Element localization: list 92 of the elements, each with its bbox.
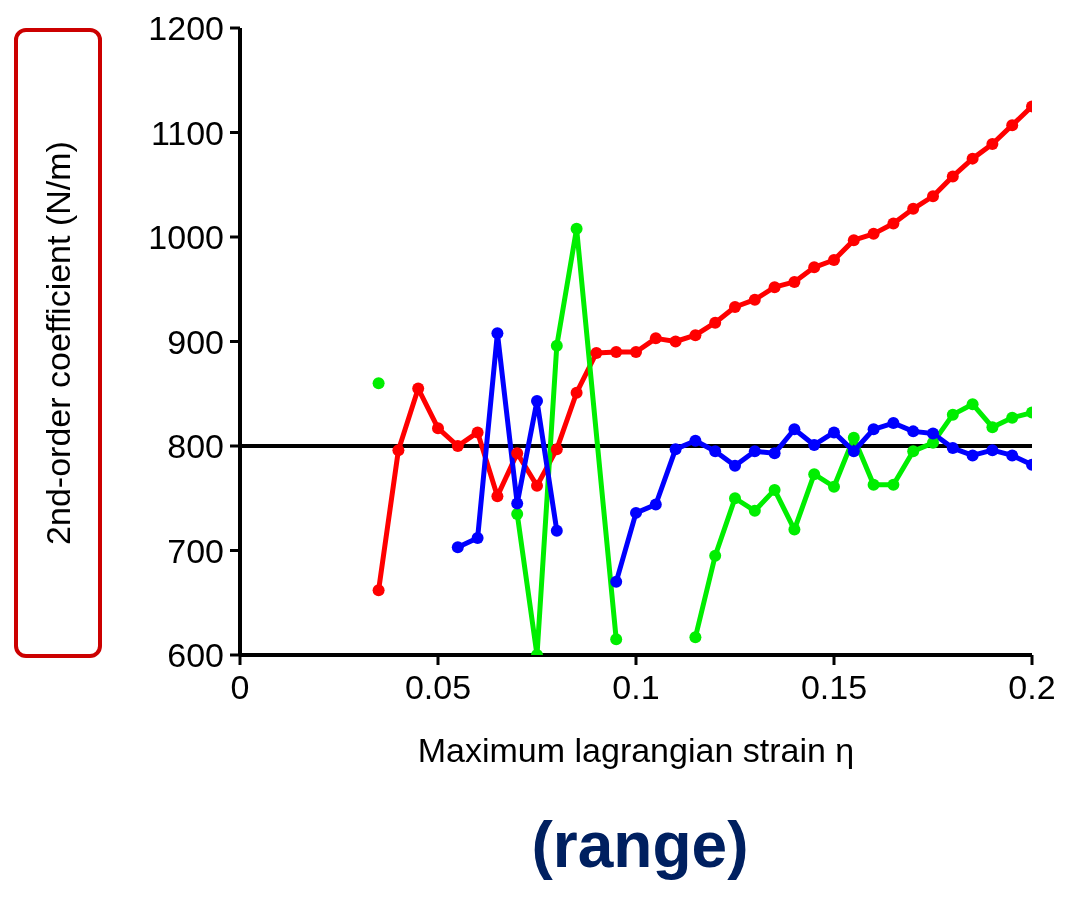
point bbox=[867, 478, 880, 491]
point bbox=[689, 434, 702, 447]
point bbox=[966, 449, 979, 462]
point bbox=[630, 506, 642, 519]
point bbox=[531, 479, 543, 492]
point bbox=[808, 261, 821, 274]
point bbox=[808, 468, 821, 481]
point bbox=[907, 202, 920, 215]
point bbox=[768, 281, 781, 294]
point bbox=[471, 426, 484, 439]
x-axis-title: Maximum lagrangian strain η bbox=[417, 730, 855, 770]
point bbox=[808, 438, 821, 451]
point bbox=[927, 190, 939, 203]
point bbox=[590, 347, 603, 359]
point bbox=[689, 631, 702, 644]
point bbox=[649, 498, 662, 511]
point bbox=[907, 425, 920, 438]
point bbox=[1006, 449, 1019, 462]
point bbox=[986, 444, 999, 457]
point bbox=[907, 445, 920, 458]
y-tick-label: 1100 bbox=[150, 113, 224, 152]
point bbox=[847, 234, 860, 247]
point bbox=[748, 504, 761, 517]
point bbox=[748, 445, 761, 458]
point bbox=[649, 332, 662, 345]
point bbox=[392, 444, 405, 457]
point bbox=[729, 301, 741, 314]
x-tick-label: 0.05 bbox=[404, 668, 472, 707]
point bbox=[927, 427, 939, 440]
point bbox=[828, 426, 840, 439]
point bbox=[491, 327, 504, 340]
point bbox=[946, 442, 959, 455]
x-tick-label: 0 bbox=[230, 668, 250, 707]
point bbox=[788, 423, 801, 436]
point bbox=[550, 524, 563, 537]
point bbox=[729, 459, 741, 472]
point bbox=[432, 422, 444, 435]
point bbox=[709, 445, 722, 458]
point bbox=[828, 253, 840, 266]
point bbox=[847, 445, 860, 458]
point bbox=[630, 345, 642, 358]
point bbox=[1006, 119, 1019, 132]
point bbox=[471, 531, 484, 544]
x-tick-label: 0.1 bbox=[612, 668, 660, 707]
point bbox=[451, 440, 464, 452]
point bbox=[887, 478, 900, 491]
point bbox=[610, 575, 623, 588]
y-tick-label: 800 bbox=[167, 427, 224, 466]
point bbox=[570, 222, 583, 235]
point bbox=[550, 339, 563, 352]
point bbox=[867, 227, 880, 240]
point bbox=[768, 483, 781, 496]
point bbox=[372, 584, 385, 597]
point bbox=[610, 345, 623, 358]
y-tick-label: 1000 bbox=[148, 218, 224, 257]
point bbox=[491, 490, 504, 503]
point bbox=[887, 417, 900, 430]
point bbox=[986, 138, 999, 150]
point bbox=[550, 443, 563, 456]
x-tick-label: 0.2 bbox=[1008, 668, 1056, 707]
y-tick-label: 600 bbox=[167, 636, 224, 675]
y-axis-title: 2nd-order coefficient (N/m) bbox=[38, 141, 78, 545]
y-tick-label: 700 bbox=[167, 531, 224, 570]
point bbox=[511, 497, 524, 510]
point bbox=[709, 549, 722, 562]
x-tick-label: 0.15 bbox=[800, 668, 868, 707]
point bbox=[689, 329, 702, 342]
point bbox=[669, 443, 682, 456]
y-tick-label: 900 bbox=[167, 322, 224, 361]
point bbox=[511, 507, 524, 520]
point bbox=[511, 447, 524, 460]
y-tick-label: 1200 bbox=[148, 9, 224, 48]
point bbox=[748, 293, 761, 306]
point bbox=[946, 170, 959, 183]
point bbox=[946, 408, 959, 421]
point bbox=[729, 492, 741, 505]
point bbox=[709, 316, 722, 329]
point bbox=[768, 447, 781, 460]
point bbox=[966, 398, 979, 411]
point bbox=[610, 633, 623, 646]
point bbox=[828, 480, 840, 493]
point bbox=[451, 541, 464, 554]
text: (range) bbox=[531, 808, 749, 882]
point bbox=[867, 423, 880, 436]
point bbox=[887, 217, 900, 230]
point bbox=[986, 421, 999, 434]
point bbox=[788, 275, 801, 288]
point bbox=[570, 386, 583, 399]
point bbox=[966, 152, 979, 165]
point bbox=[372, 377, 385, 390]
point bbox=[669, 335, 682, 348]
point bbox=[1006, 411, 1019, 424]
